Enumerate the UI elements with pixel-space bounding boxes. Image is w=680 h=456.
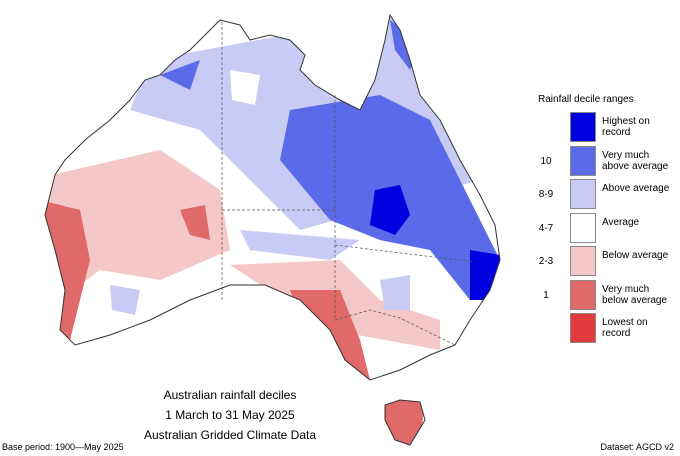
- caption: 1 March to 31 May 2025: [165, 408, 295, 422]
- legend-range: 1: [543, 289, 549, 301]
- legend-range: 10: [540, 155, 552, 167]
- legend-label: Highest on record: [602, 116, 650, 138]
- legend-range: 8-9: [538, 189, 554, 200]
- legend-label: Above average: [602, 183, 670, 194]
- legend-swatch: [570, 179, 596, 209]
- legend-swatch: [570, 145, 596, 176]
- legend-range: 4-7: [538, 222, 554, 234]
- caption: Australian rainfall deciles: [163, 388, 297, 402]
- legend-label: Below average: [602, 250, 669, 261]
- legend-swatch: [570, 246, 596, 276]
- legend-swatch: [570, 112, 596, 142]
- coastline: [44, 13, 501, 446]
- legend-range: 2-3: [538, 256, 554, 267]
- legend-title: Rainfall decile ranges: [538, 94, 634, 105]
- dataset: Dataset: AGCD v2: [600, 442, 674, 452]
- caption: Australian Gridded Climate Data: [143, 428, 317, 442]
- legend-swatch: [570, 279, 596, 310]
- legend-label: Very much above average: [602, 149, 669, 172]
- legend-label: Average: [602, 216, 640, 228]
- state-borders: [221, 22, 476, 346]
- legend-label: Very much below average: [602, 283, 668, 306]
- map: [44, 13, 501, 446]
- legend-swatch: [570, 212, 596, 243]
- legend-label: Lowest on record: [602, 317, 648, 339]
- base-period: Base period: 1900—May 2025: [2, 442, 124, 452]
- legend-swatch: [570, 313, 596, 343]
